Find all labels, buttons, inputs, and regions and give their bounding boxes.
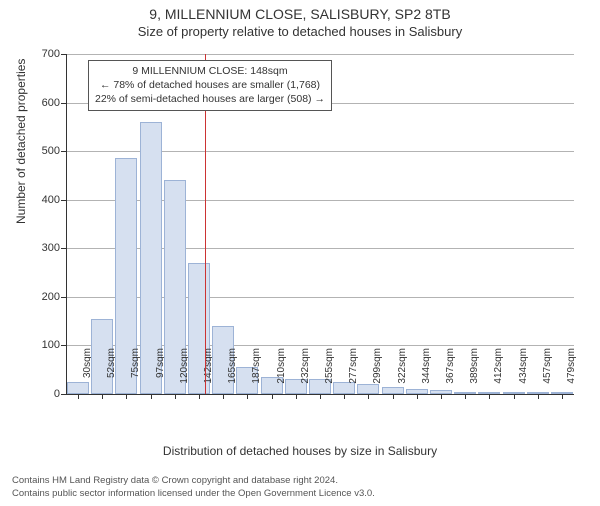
annotation-line: ← 78% of detached houses are smaller (1,… bbox=[95, 78, 325, 92]
x-axis-label: Distribution of detached houses by size … bbox=[0, 444, 600, 458]
footer-line-2: Contains public sector information licen… bbox=[12, 488, 375, 500]
y-tick-label: 0 bbox=[0, 388, 60, 400]
y-tick-label: 200 bbox=[0, 291, 60, 303]
histogram-chart: 30sqm52sqm75sqm97sqm120sqm142sqm165sqm18… bbox=[66, 54, 574, 394]
x-tick-label: 412sqm bbox=[493, 348, 504, 398]
footer-attribution: Contains HM Land Registry data © Crown c… bbox=[12, 475, 375, 500]
y-tick-label: 100 bbox=[0, 339, 60, 351]
x-tick-label: 457sqm bbox=[542, 348, 553, 398]
page-subtitle: Size of property relative to detached ho… bbox=[0, 24, 600, 39]
annotation-box: 9 MILLENNIUM CLOSE: 148sqm← 78% of detac… bbox=[88, 60, 332, 111]
x-tick-label: 434sqm bbox=[518, 348, 529, 398]
y-tick-label: 600 bbox=[0, 97, 60, 109]
y-tick-label: 400 bbox=[0, 194, 60, 206]
y-tick-label: 700 bbox=[0, 48, 60, 60]
y-tick-label: 300 bbox=[0, 242, 60, 254]
x-tick-label: 479sqm bbox=[566, 348, 577, 398]
x-tick-label: 367sqm bbox=[445, 348, 456, 398]
x-tick-label: 389sqm bbox=[469, 348, 480, 398]
gridline bbox=[66, 54, 574, 55]
y-tick-label: 500 bbox=[0, 145, 60, 157]
page-title: 9, MILLENNIUM CLOSE, SALISBURY, SP2 8TB bbox=[0, 6, 600, 22]
annotation-line: 9 MILLENNIUM CLOSE: 148sqm bbox=[95, 64, 325, 78]
annotation-line: 22% of semi-detached houses are larger (… bbox=[95, 92, 325, 106]
footer-line-1: Contains HM Land Registry data © Crown c… bbox=[12, 475, 375, 487]
